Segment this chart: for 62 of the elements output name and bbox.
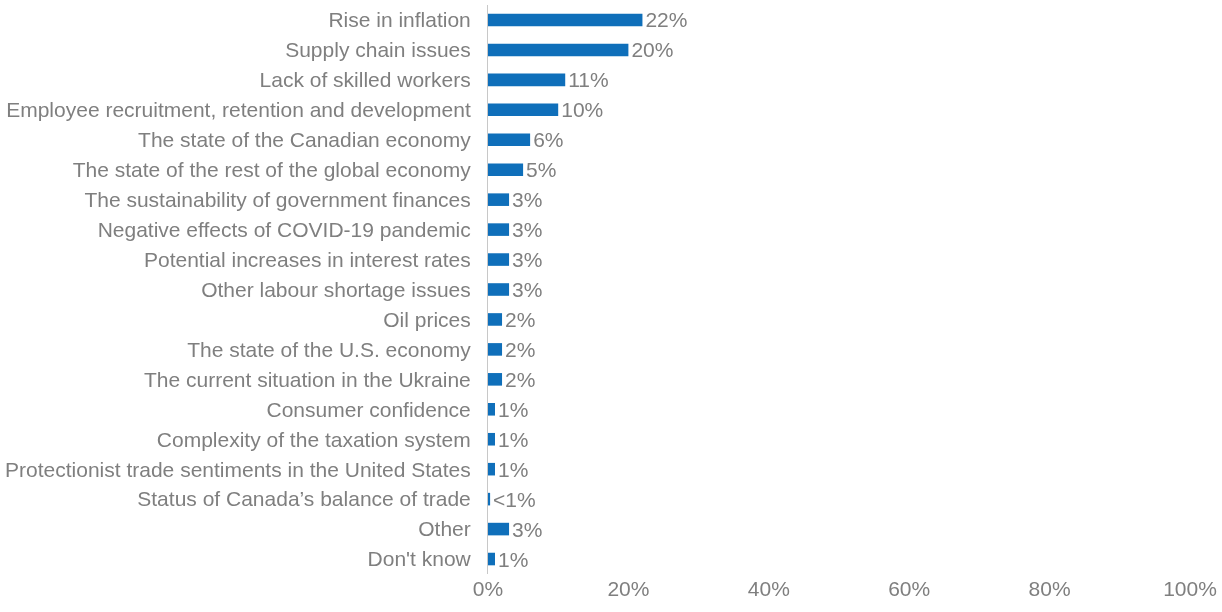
bar (488, 283, 510, 296)
y-tick-label: Consumer confidence (266, 397, 471, 421)
y-tick-label: Protectionist trade sentiments in the United States (5, 457, 471, 481)
data-label: 1% (498, 427, 529, 451)
data-label: 10% (561, 98, 604, 122)
data-label: 3% (512, 278, 543, 301)
y-tick-label: Lack of skilled workers (259, 68, 471, 92)
data-label: 5% (526, 158, 557, 182)
bar (488, 223, 510, 236)
data-label: <1% (493, 487, 536, 511)
bar (488, 253, 510, 266)
bar (488, 462, 496, 476)
bar (488, 373, 503, 386)
y-tick-label: The state of the U.S. economy (187, 337, 472, 361)
y-tick-label: Status of Canada’s balance of trade (137, 487, 471, 511)
data-label: 1% (498, 457, 529, 481)
data-label: 22% (645, 8, 688, 32)
y-tick-label: Supply chain issues (285, 38, 471, 62)
bar (488, 432, 496, 446)
x-tick-label: 40% (747, 577, 790, 600)
bar (488, 13, 643, 27)
data-label: 1% (498, 397, 529, 421)
data-label: 20% (631, 38, 674, 62)
x-tick-label: 20% (607, 577, 650, 600)
y-tick-label: The sustainability of government finances (84, 188, 471, 212)
bar (488, 552, 496, 566)
bar (488, 133, 531, 147)
bar (488, 313, 503, 326)
data-label: 6% (533, 128, 564, 152)
bar (488, 73, 566, 87)
data-label: 3% (512, 517, 543, 541)
data-label: 1% (498, 547, 529, 571)
bar (488, 43, 629, 57)
y-tick-label: Negative effects of COVID-19 pandemic (97, 217, 471, 241)
x-tick-label: 100% (1163, 577, 1217, 600)
bar (488, 522, 510, 536)
bar (488, 103, 559, 117)
x-tick-label: 0% (472, 577, 504, 600)
y-tick-label: Don't know (367, 547, 472, 571)
y-tick-label: The state of the rest of the global economy (72, 158, 472, 182)
y-tick-label: Employee recruitment, retention and development (6, 98, 471, 122)
y-tick-label: Oil prices (383, 307, 471, 331)
bar (488, 193, 510, 206)
bar (488, 343, 503, 356)
x-tick-label: 80% (1028, 577, 1071, 600)
data-label: 3% (512, 188, 543, 212)
data-label: 3% (512, 248, 543, 272)
data-label: 2% (505, 337, 536, 361)
y-tick-label: Other labour shortage issues (201, 277, 471, 301)
data-label: 3% (512, 218, 543, 242)
bar (488, 163, 524, 176)
x-tick-label: 60% (888, 577, 931, 600)
data-label: 11% (568, 68, 609, 92)
y-tick-label: The state of the Canadian economy (138, 128, 472, 152)
bar (488, 403, 496, 416)
y-tick-label: The current situation in the Ukraine (143, 367, 471, 391)
y-tick-label: Rise in inflation (328, 8, 471, 32)
y-tick-label: Complexity of the taxation system (156, 427, 471, 451)
data-label: 2% (505, 307, 536, 331)
y-tick-label: Potential increases in interest rates (143, 247, 471, 271)
data-label: 2% (505, 367, 536, 391)
y-tick-label: Other (418, 517, 471, 541)
